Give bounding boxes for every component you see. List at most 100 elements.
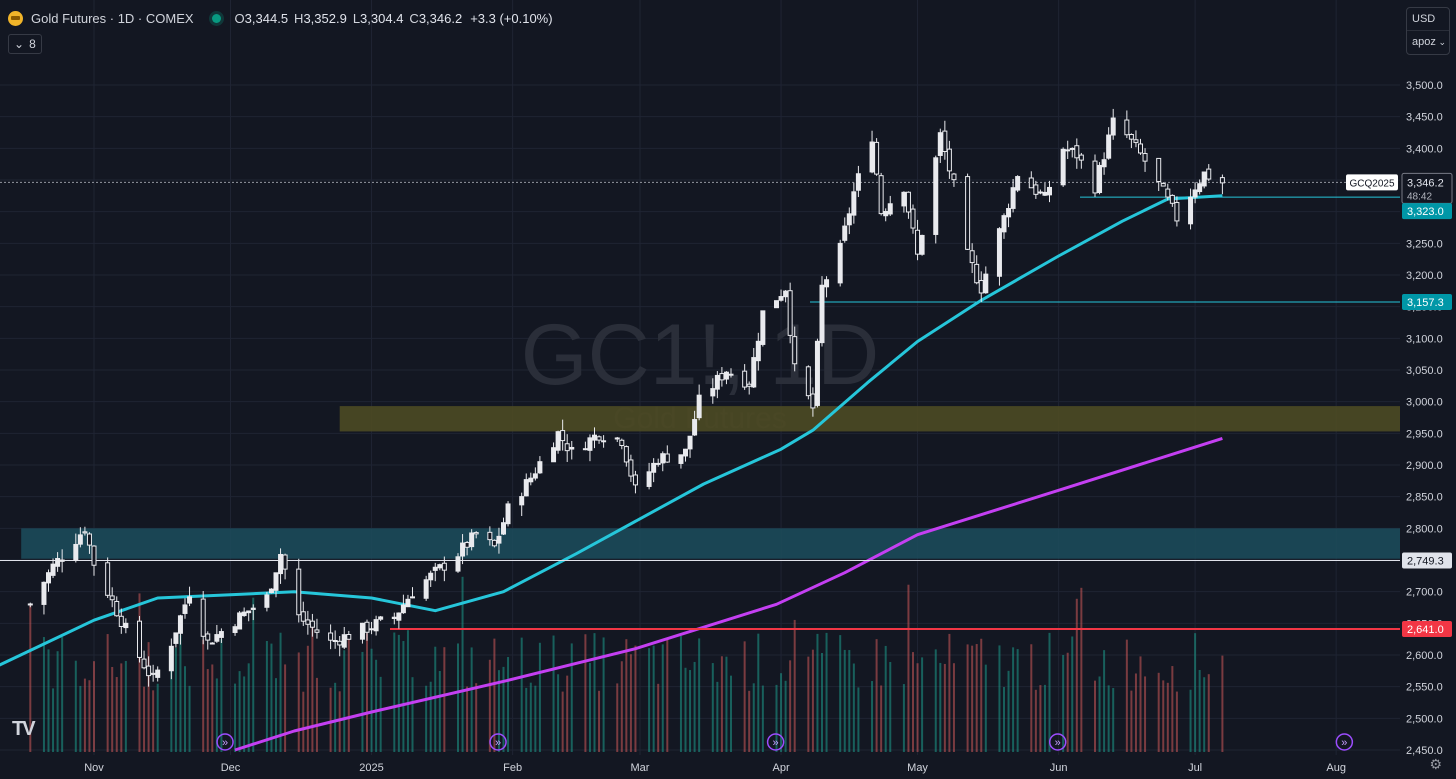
candle-body bbox=[150, 672, 156, 675]
event-marker-icon[interactable]: » bbox=[489, 733, 507, 751]
price-tick-label: 2,850.0 bbox=[1406, 492, 1443, 504]
candle-body bbox=[1033, 184, 1039, 195]
low-value: 3,304.4 bbox=[360, 10, 404, 26]
candle-body bbox=[714, 374, 720, 390]
countdown-label: 48:42 bbox=[1407, 191, 1432, 202]
volume-bar bbox=[975, 644, 978, 752]
candle-body bbox=[359, 622, 365, 640]
volume-bar bbox=[1003, 686, 1005, 752]
volume-bar bbox=[120, 663, 123, 752]
candle-body bbox=[460, 542, 466, 557]
volume-bar bbox=[584, 634, 587, 752]
currency-unit-selector[interactable]: USD apoz ⌄ bbox=[1406, 7, 1450, 55]
candle-body bbox=[746, 383, 752, 387]
currency-select[interactable]: USD bbox=[1407, 8, 1449, 30]
volume-bar bbox=[156, 683, 159, 752]
event-marker-icon[interactable]: » bbox=[1335, 733, 1354, 751]
volume-bar bbox=[916, 663, 919, 752]
candle-body bbox=[282, 554, 288, 570]
event-marker-icon[interactable]: » bbox=[1048, 733, 1067, 751]
volume-bar bbox=[839, 635, 842, 752]
candle-body bbox=[278, 554, 284, 575]
volume-bar bbox=[83, 678, 86, 752]
volume-bar bbox=[816, 633, 819, 752]
volume-bar bbox=[570, 643, 573, 752]
time-axis: Nov Dec 2025 Feb Mar Apr May Jun Jul Aug bbox=[0, 755, 1400, 779]
volume-bar bbox=[1139, 656, 1142, 752]
candle-body bbox=[309, 620, 315, 628]
candle-body bbox=[469, 532, 475, 548]
time-tick-label: Mar bbox=[631, 762, 650, 774]
market-status-icon bbox=[211, 13, 221, 23]
svg-text:»: » bbox=[222, 737, 228, 749]
close-key: C bbox=[409, 10, 419, 26]
volume-bar bbox=[648, 648, 651, 752]
tradingview-logo-icon[interactable]: TV bbox=[12, 718, 36, 740]
volume-bar bbox=[1048, 632, 1051, 752]
candle-body bbox=[59, 559, 65, 562]
volume-bar bbox=[124, 660, 127, 752]
open-key: O bbox=[234, 10, 245, 26]
volume-bar bbox=[652, 645, 655, 752]
volume-bar bbox=[1098, 676, 1101, 752]
volume-bar bbox=[306, 645, 309, 752]
volume-bar bbox=[379, 676, 382, 752]
volume-bar bbox=[720, 656, 723, 752]
price-labels: GCQ2025 3,346.2 48:42 3,323.0 3,157.3 2,749.3… bbox=[1346, 172, 1453, 638]
unit-label: apoz bbox=[1412, 36, 1436, 48]
volume-bar bbox=[525, 687, 528, 752]
volume-bar bbox=[461, 576, 464, 752]
candle-body bbox=[564, 443, 570, 452]
event-marker-icon[interactable]: » bbox=[216, 733, 234, 751]
volume-bar bbox=[1071, 636, 1074, 752]
volume-bar bbox=[315, 677, 318, 752]
candle-body bbox=[1110, 117, 1116, 136]
volume-bar bbox=[79, 685, 82, 752]
volume-bar bbox=[1080, 587, 1083, 752]
candle-body bbox=[1128, 134, 1134, 140]
chart-header: Gold Futures · 1D · COMEX O3,344.5 H3,35… bbox=[8, 7, 553, 29]
volume-bar bbox=[211, 664, 214, 752]
symbol-title[interactable]: Gold Futures · 1D · COMEX bbox=[31, 10, 194, 26]
gear-icon[interactable]: ⚙ bbox=[1429, 756, 1442, 772]
volume-bar bbox=[111, 666, 114, 752]
event-marker-icon[interactable]: » bbox=[766, 733, 785, 751]
unit-select[interactable]: apoz ⌄ bbox=[1407, 30, 1449, 53]
volume-bar bbox=[443, 647, 446, 752]
volume-bar bbox=[215, 678, 218, 752]
candle-body bbox=[683, 448, 688, 457]
gold-symbol-icon[interactable] bbox=[8, 10, 23, 26]
price-tick-label: 2,700.0 bbox=[1406, 587, 1443, 599]
candle-body bbox=[978, 280, 984, 294]
candle-body bbox=[664, 453, 670, 463]
candle-body bbox=[937, 132, 943, 156]
candle-body bbox=[996, 228, 1002, 277]
price-tick-label: 3,250.0 bbox=[1406, 238, 1443, 250]
candle-body bbox=[883, 210, 889, 217]
volume-bar bbox=[425, 685, 428, 752]
candle-body bbox=[241, 611, 247, 617]
candle-body bbox=[778, 296, 784, 301]
volume-bar bbox=[375, 659, 378, 752]
candle-body bbox=[1101, 159, 1107, 168]
candle-body bbox=[946, 148, 952, 172]
volume-bar bbox=[343, 650, 346, 752]
volume-bar bbox=[434, 646, 437, 752]
time-tick-label: Jul bbox=[1188, 762, 1202, 774]
candle-body bbox=[137, 620, 142, 658]
indicators-toggle-button[interactable]: ⌄ 8 bbox=[8, 34, 42, 54]
time-tick-label: Dec bbox=[221, 762, 241, 774]
volume-bar bbox=[1134, 673, 1137, 752]
candle-body bbox=[1142, 153, 1148, 162]
candle-body bbox=[50, 563, 56, 576]
candle-body bbox=[173, 632, 179, 644]
volume-bar bbox=[243, 676, 246, 752]
price-tick-label: 2,550.0 bbox=[1406, 682, 1443, 694]
volume-bar bbox=[74, 660, 77, 752]
volume-bar bbox=[56, 651, 59, 752]
volume-bar bbox=[757, 633, 760, 752]
candle-body bbox=[501, 522, 506, 535]
candle-body bbox=[810, 393, 816, 409]
volume-bar bbox=[1171, 666, 1174, 752]
